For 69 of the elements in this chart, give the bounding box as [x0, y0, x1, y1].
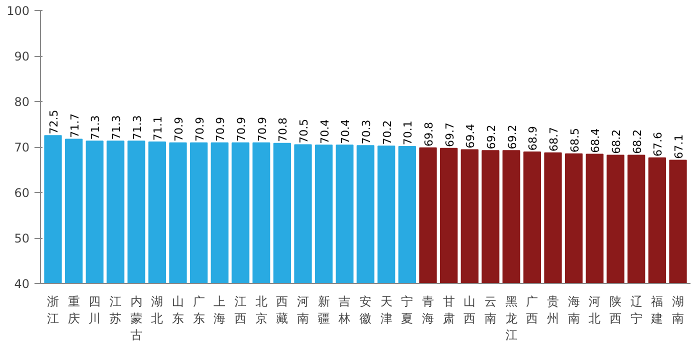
- x-tick-label: 江西: [234, 294, 246, 326]
- x-tick-label: 北京: [255, 294, 268, 326]
- data-label: 69.2: [485, 124, 498, 150]
- x-tick-label: 江苏: [110, 294, 122, 326]
- y-tick-label: 100: [6, 4, 30, 18]
- x-tick-label: 山西: [464, 294, 476, 326]
- y-tick-label: 60: [14, 186, 30, 200]
- data-label: 70.9: [235, 117, 248, 142]
- x-tick-label: 浙江: [47, 294, 59, 326]
- data-label: 70.4: [339, 119, 352, 144]
- x-tick-label: 河北: [588, 294, 601, 326]
- data-label: 67.6: [652, 132, 665, 157]
- data-label: 69.7: [443, 122, 456, 147]
- y-tick-label: 70: [14, 140, 30, 154]
- x-tick-label: 广东: [192, 294, 205, 326]
- data-label: 71.3: [89, 115, 102, 140]
- x-tick-label: 内蒙古: [130, 294, 142, 342]
- x-tick-label: 广西: [526, 294, 538, 326]
- data-label: 70.1: [402, 120, 415, 146]
- data-label: 67.1: [672, 134, 686, 159]
- x-tick-label: 重庆: [68, 294, 80, 326]
- x-tick-label: 天津: [380, 294, 392, 326]
- data-label: 70.5: [298, 118, 310, 144]
- x-tick-label: 海南: [568, 294, 580, 326]
- x-tick-label: 黑龙江: [505, 294, 518, 342]
- x-tick-label: 云南: [484, 294, 496, 326]
- data-label: 69.2: [506, 124, 519, 150]
- data-label: 71.1: [152, 116, 165, 141]
- x-tick-label: 西藏: [276, 294, 288, 326]
- x-tick-label: 河南: [297, 294, 309, 326]
- x-tick-label: 湖北: [151, 294, 164, 326]
- y-tick-label: 40: [14, 277, 30, 291]
- data-label: 68.9: [526, 126, 540, 151]
- data-label: 68.5: [568, 128, 582, 152]
- x-tick-label: 山东: [172, 294, 184, 326]
- x-tick-label: 福建: [650, 294, 664, 326]
- data-label: 70.9: [214, 117, 228, 142]
- y-tick-label: 80: [14, 95, 30, 109]
- data-label: 69.8: [422, 122, 436, 147]
- data-label: 69.4: [464, 124, 478, 148]
- x-tick-label: 辽宁: [630, 294, 642, 326]
- x-tick-label: 贵州: [547, 294, 559, 326]
- x-tick-label: 四川: [88, 294, 101, 326]
- x-tick-label: 安徽: [360, 294, 372, 326]
- data-label: 68.2: [630, 129, 644, 154]
- data-label: 71.7: [68, 113, 82, 138]
- x-tick-label: 吉林: [338, 294, 351, 326]
- x-tick-label: 新疆: [318, 294, 330, 326]
- data-label: 70.3: [360, 120, 373, 144]
- x-tick-label: 上海: [214, 294, 226, 326]
- data-label: 71.3: [130, 115, 144, 140]
- data-label: 70.9: [193, 117, 206, 142]
- x-tick-label: 甘肃: [442, 294, 455, 326]
- data-label: 68.2: [610, 129, 623, 154]
- data-label: 70.9: [256, 117, 269, 142]
- data-label: 70.4: [318, 119, 332, 144]
- x-tick-label: 青海: [422, 294, 434, 326]
- data-label: 70.8: [276, 117, 290, 142]
- y-tick-label: 50: [14, 232, 30, 246]
- data-label: 70.9: [172, 117, 186, 142]
- data-label: 72.5: [48, 110, 60, 134]
- x-tick-label: 宁夏: [401, 294, 414, 326]
- data-label: 70.2: [380, 120, 394, 145]
- x-tick-label: 陕西: [610, 294, 622, 326]
- data-label: 71.3: [110, 115, 123, 140]
- data-label: 68.7: [548, 127, 560, 152]
- data-label: 68.4: [589, 128, 602, 153]
- x-tick-label: 湖南: [672, 294, 684, 326]
- y-tick-label: 90: [14, 50, 30, 64]
